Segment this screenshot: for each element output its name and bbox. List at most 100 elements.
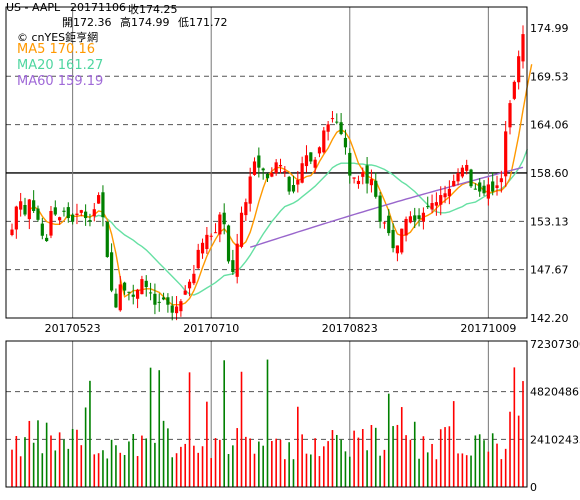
volume-bar bbox=[374, 427, 377, 487]
candle-body bbox=[105, 221, 109, 257]
volume-bar bbox=[400, 407, 403, 487]
volume-panel-frame bbox=[5, 340, 528, 488]
volume-bar bbox=[97, 453, 100, 487]
legend-ma5: MA5 170.16 bbox=[17, 42, 95, 57]
volume-bar bbox=[396, 424, 399, 487]
volume-bar bbox=[409, 439, 412, 487]
volume-bar bbox=[422, 436, 425, 487]
date-tick-label: 20170523 bbox=[45, 322, 101, 335]
volume-bar bbox=[448, 426, 451, 487]
volume-bar bbox=[28, 420, 31, 487]
date-tick-label: 20170823 bbox=[322, 322, 378, 335]
candle-body bbox=[369, 179, 374, 186]
candle-body bbox=[226, 225, 231, 262]
candle-body bbox=[283, 171, 287, 173]
candle-body bbox=[413, 215, 417, 221]
candle-body bbox=[499, 178, 503, 183]
volume-bar bbox=[253, 453, 256, 487]
candle-body bbox=[14, 206, 18, 230]
candle-body bbox=[118, 284, 122, 311]
volume-bar bbox=[271, 441, 273, 487]
candle-body bbox=[326, 124, 330, 132]
volume-bar bbox=[245, 436, 247, 487]
candle-body bbox=[330, 118, 335, 120]
candle-body bbox=[174, 306, 179, 314]
candle-body bbox=[404, 218, 408, 236]
candle-body bbox=[421, 212, 425, 222]
volume-bar bbox=[128, 441, 130, 487]
volume-bar bbox=[379, 455, 381, 487]
candle-body bbox=[187, 281, 192, 289]
volume-bar bbox=[115, 445, 117, 487]
candle-body bbox=[265, 173, 270, 179]
moving-average-lines bbox=[28, 64, 533, 306]
volume-bar bbox=[232, 445, 234, 487]
volume-bar bbox=[188, 372, 191, 487]
price-tick-label: 164.06 bbox=[530, 119, 569, 132]
candle-body bbox=[348, 152, 352, 176]
volume-bar bbox=[76, 429, 78, 487]
date-tick-label: 20171009 bbox=[460, 322, 516, 335]
candle-body bbox=[110, 252, 114, 291]
volume-bar bbox=[11, 449, 13, 487]
candle-body bbox=[391, 229, 395, 249]
candle-body bbox=[400, 228, 404, 253]
candle-body bbox=[439, 195, 443, 205]
candle-body bbox=[257, 155, 261, 168]
volume-bar bbox=[418, 458, 420, 487]
volume-bar bbox=[214, 438, 217, 487]
volume-bar bbox=[513, 367, 516, 487]
candle-body bbox=[75, 213, 79, 215]
price-tick-label: 153.13 bbox=[530, 215, 569, 228]
candle-body bbox=[88, 220, 92, 222]
volume-bar bbox=[353, 430, 355, 487]
candle-body bbox=[356, 180, 361, 185]
candle-body bbox=[430, 203, 434, 210]
volume-bar bbox=[292, 459, 295, 487]
candle-body bbox=[521, 34, 525, 62]
volume-bar bbox=[84, 407, 87, 487]
volume-bar bbox=[310, 454, 312, 487]
volume-bar bbox=[24, 437, 26, 487]
header-high: 高174.99 bbox=[120, 16, 170, 29]
candle-body bbox=[200, 242, 205, 254]
volume-bar bbox=[89, 380, 91, 487]
price-tick-label: 174.99 bbox=[530, 22, 569, 35]
volume-bar bbox=[71, 428, 74, 487]
volume-bar bbox=[392, 426, 394, 487]
candle-body bbox=[170, 305, 174, 313]
candle-body bbox=[101, 192, 105, 218]
volume-bar bbox=[201, 446, 204, 487]
price-tick-label: 169.53 bbox=[530, 70, 569, 83]
volume-bar bbox=[54, 450, 57, 487]
candle-body bbox=[205, 234, 209, 250]
volume-bar bbox=[37, 420, 39, 487]
candle-body bbox=[127, 291, 131, 293]
volume-bar bbox=[193, 445, 195, 487]
candle-body bbox=[378, 195, 382, 222]
candle-body bbox=[443, 193, 447, 198]
volume-bar bbox=[431, 443, 433, 487]
candle-body bbox=[213, 232, 218, 234]
candle-body bbox=[49, 210, 53, 236]
volume-bar bbox=[136, 456, 139, 487]
volume-bar bbox=[45, 422, 48, 487]
volume-bar bbox=[297, 406, 299, 487]
volume-bar bbox=[305, 453, 308, 487]
legend-ma60: MA60 159.19 bbox=[17, 74, 104, 89]
candle-body bbox=[387, 215, 391, 234]
candle-body bbox=[313, 159, 317, 168]
candle-body bbox=[309, 152, 313, 162]
volume-bar bbox=[331, 430, 334, 487]
candle-body bbox=[478, 182, 482, 192]
candle-body bbox=[114, 293, 118, 308]
volume-bar bbox=[32, 442, 35, 487]
candle-body bbox=[161, 297, 166, 300]
volume-bar bbox=[63, 439, 65, 487]
header-low: 低171.72 bbox=[178, 16, 228, 29]
volume-bar bbox=[119, 452, 122, 487]
volume-bar bbox=[180, 446, 182, 487]
volume-bar bbox=[348, 456, 351, 487]
candle-body bbox=[10, 229, 14, 236]
